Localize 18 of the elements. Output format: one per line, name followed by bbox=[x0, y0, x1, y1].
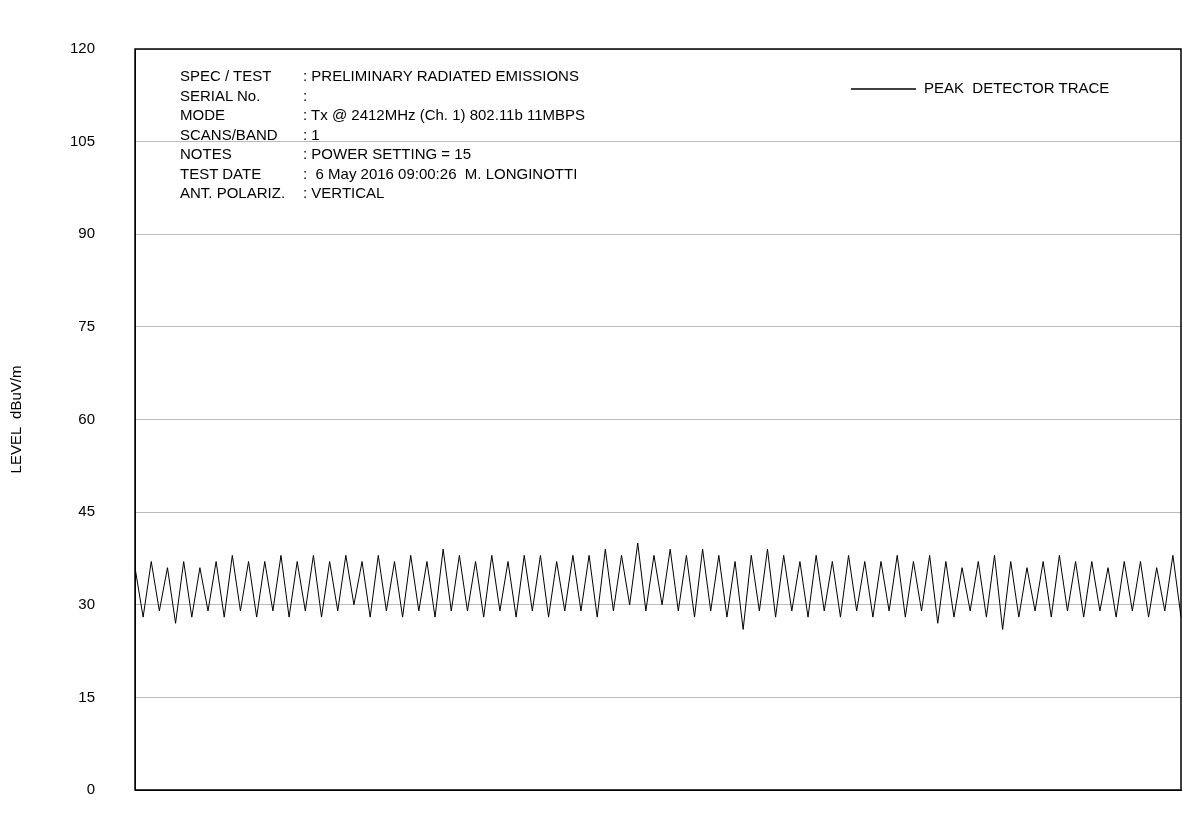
text: TEST DATE : 6 May 2016 09:00:26 M. LONGINOTTI bbox=[180, 164, 578, 182]
y-tick-label: 30 bbox=[78, 594, 96, 612]
y-tick-label: 120 bbox=[70, 39, 96, 57]
y-tick-label: 105 bbox=[70, 131, 96, 149]
y-tick-label: 75 bbox=[78, 317, 96, 335]
y-tick-label: 60 bbox=[78, 409, 96, 427]
text: NOTES : POWER SETTING = 15 bbox=[180, 145, 471, 163]
y-tick-label: 0 bbox=[86, 780, 96, 798]
text: SPEC / TEST : PRELIMINARY RADIATED EMISSIONS bbox=[180, 67, 579, 85]
text: SCANS/BAND : 1 bbox=[180, 125, 320, 143]
y-tick-label: 45 bbox=[78, 502, 96, 520]
legend-label: PEAK DETECTOR TRACE bbox=[924, 79, 1110, 97]
text: MODE : Tx @ 2412MHz (Ch. 1) 802.11b 11MBPS bbox=[180, 106, 586, 124]
annotation: ANT. POLARIZ. : VERTICAL bbox=[180, 184, 385, 202]
y-tick-label: 15 bbox=[78, 687, 96, 705]
y-tick-label: 90 bbox=[78, 224, 96, 242]
y-axis-title: LEVEL dBuV/m bbox=[7, 365, 25, 474]
text: SERIAL No. : bbox=[180, 86, 308, 104]
